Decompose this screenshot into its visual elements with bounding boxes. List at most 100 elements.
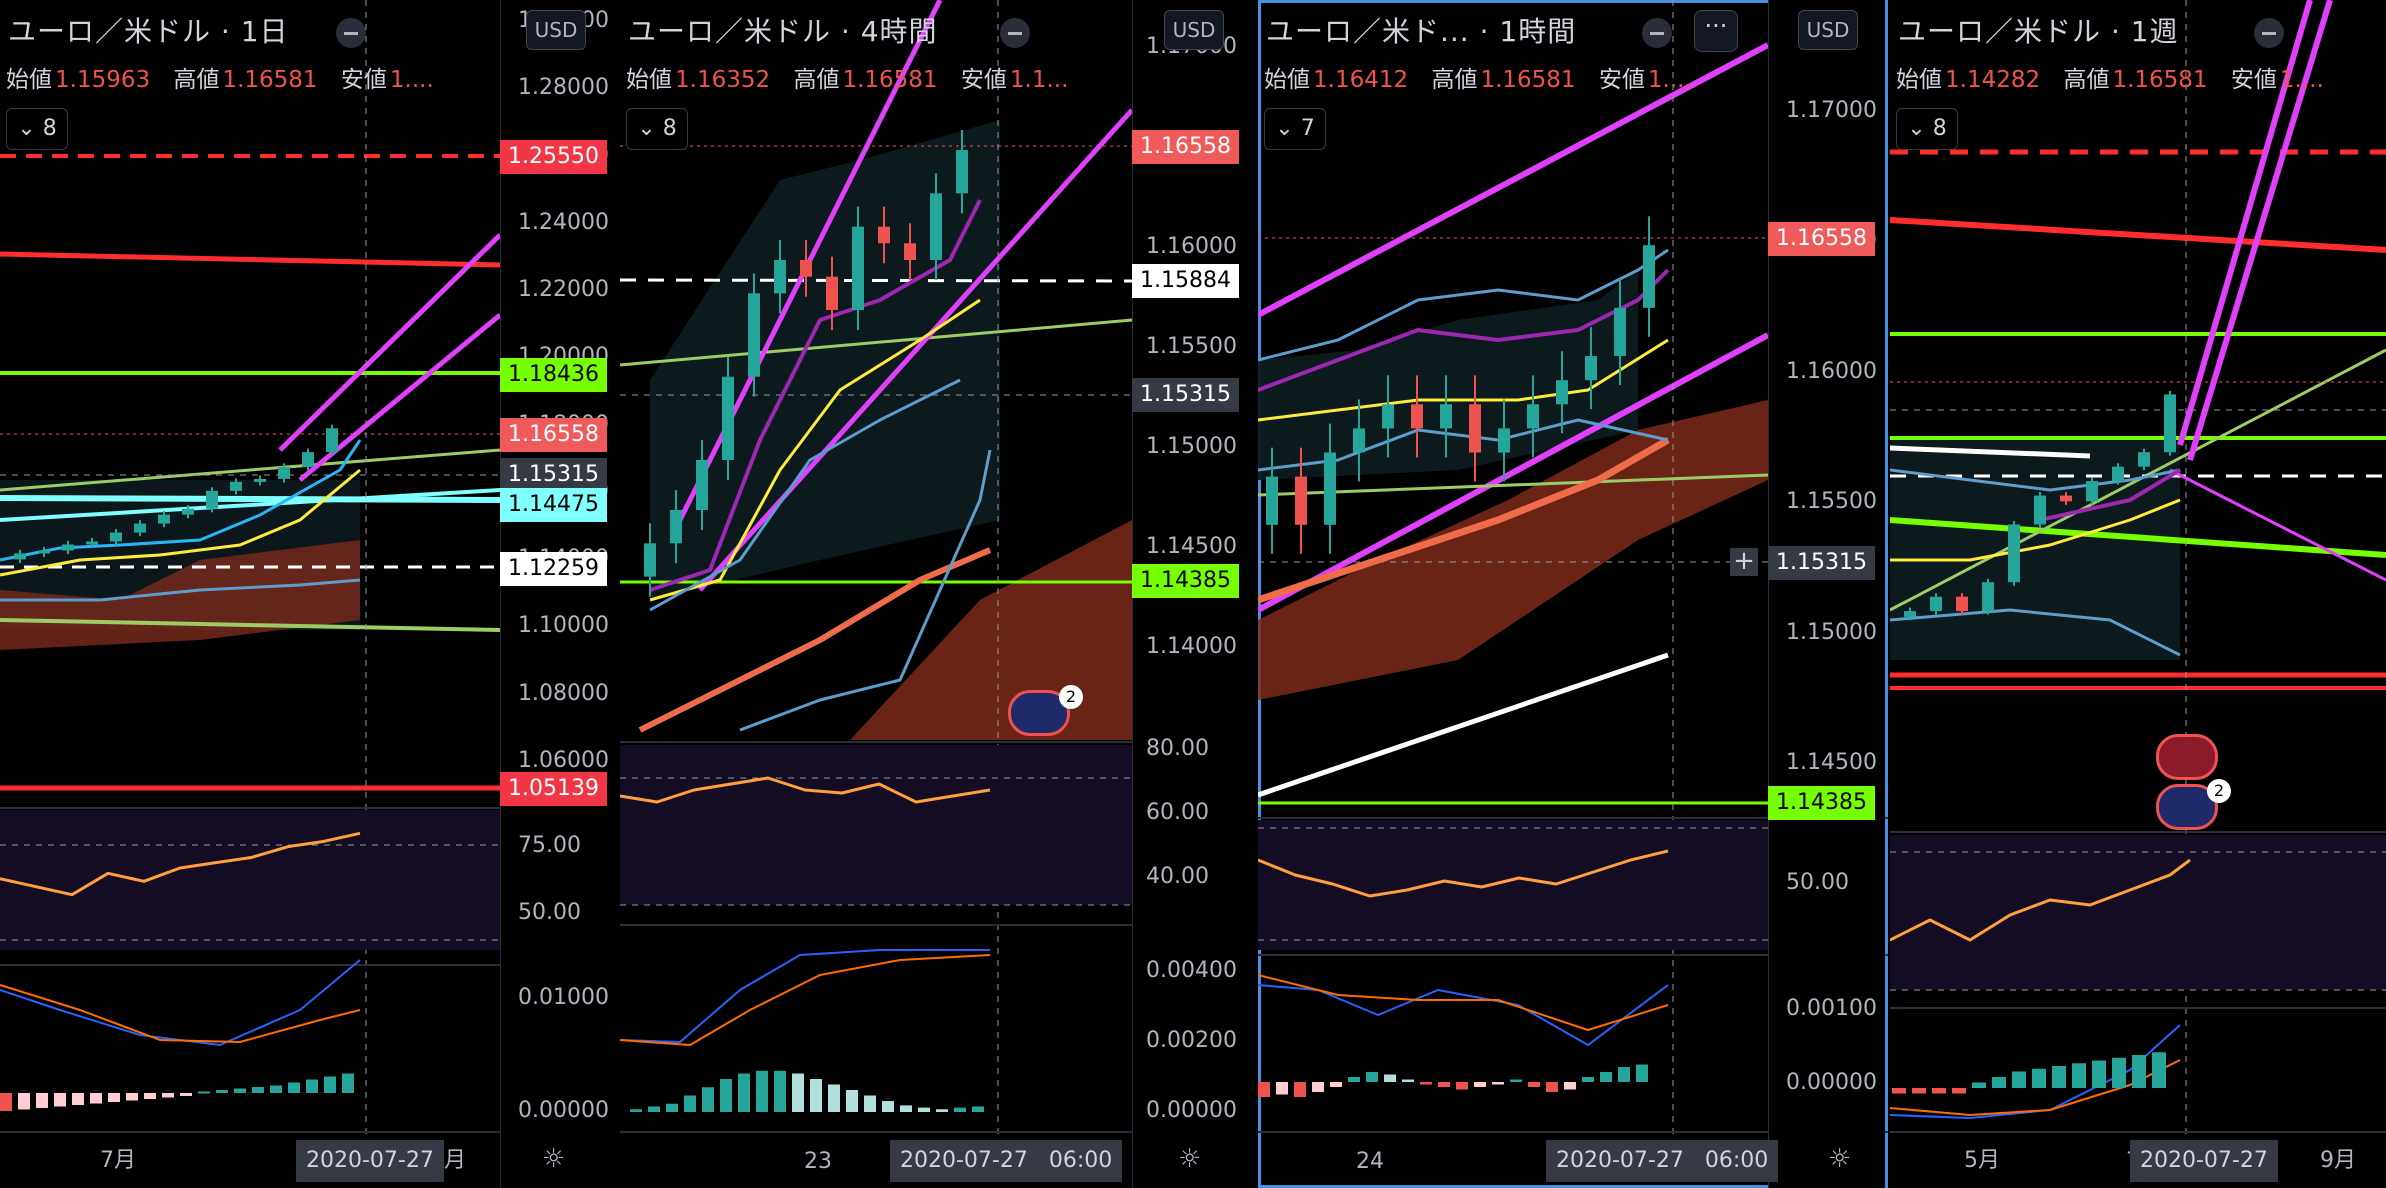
macd-histogram-bar <box>1618 1067 1630 1082</box>
chart-panel-1h[interactable]: ユーロ／米ド... · 1時間 ··· 始値 1.16412 高値 1.16581 … <box>1258 0 1888 1188</box>
chart-panel-4h[interactable]: ユーロ／米ドル · 4時間 始値 1.16352 高値 1.16581 安値 1.1.… <box>620 0 1258 1188</box>
add-alert-plus-icon[interactable]: + <box>1730 548 1758 576</box>
macd-histogram-bar <box>756 1070 768 1112</box>
price-tick: 1.15000 <box>1786 619 1877 645</box>
indicator-count-toggle[interactable]: ⌄ 8 <box>6 108 68 150</box>
chart-canvas[interactable] <box>1258 0 1888 1188</box>
symbol-title[interactable]: ユーロ／米ドル · 1週 <box>1898 15 2179 48</box>
macd-histogram-bar <box>1474 1082 1486 1087</box>
macd-histogram-bar <box>342 1073 354 1093</box>
candle <box>1324 452 1336 525</box>
support-line <box>1890 517 2386 558</box>
bollinger-band <box>0 439 362 562</box>
macd-histogram-bar <box>1564 1082 1576 1090</box>
hide-legend-icon[interactable] <box>336 18 366 48</box>
kumo-cloud <box>850 520 1132 740</box>
us-event-flag-icon[interactable] <box>2156 734 2218 780</box>
candle <box>110 532 122 542</box>
currency-button[interactable]: USD <box>526 10 586 50</box>
theme-sun-icon[interactable]: ☼ <box>542 1144 566 1174</box>
macd-histogram-bar <box>738 1073 750 1112</box>
chart-canvas[interactable] <box>1890 0 2386 1188</box>
open-value: 1.16352 <box>675 67 771 93</box>
indicator-count-toggle[interactable]: ⌄ 8 <box>1896 108 1958 150</box>
price-tick: 1.14500 <box>1146 534 1237 559</box>
oscillator-tick: 0.00000 <box>1146 1098 1237 1123</box>
symbol-title[interactable]: ユーロ／米ドル · 1日 <box>8 15 289 48</box>
channel-line <box>2187 0 2333 461</box>
chart-panel-weekly[interactable]: ユーロ／米ドル · 1週 始値 1.14282 高値 1.16581 安値 1....… <box>1890 0 2386 1188</box>
event-count-badge: 2 <box>2207 779 2231 803</box>
macd-histogram-bar <box>2092 1060 2106 1088</box>
hide-legend-icon[interactable] <box>1000 18 1030 48</box>
bollinger-band <box>649 378 961 612</box>
crosshair-time: 06:00 <box>1048 1148 1113 1173</box>
symbol-title[interactable]: ユーロ／米ド... · 1時間 <box>1266 15 1577 48</box>
candle <box>956 150 968 194</box>
hide-legend-icon[interactable] <box>1642 18 1672 48</box>
indicator-count-toggle[interactable]: ⌄ 7 <box>1264 108 1326 150</box>
theme-sun-icon[interactable]: ☼ <box>1178 1144 1202 1174</box>
price-tick: 1.28000 <box>518 75 609 101</box>
currency-button[interactable]: USD <box>1164 10 1224 50</box>
eu-event-flag-icon[interactable]: 2 <box>1008 685 1083 736</box>
indicator-count: 7 <box>1300 116 1315 141</box>
moving-average <box>1890 498 2181 562</box>
candle <box>2086 481 2098 502</box>
more-options-icon[interactable]: ··· <box>1694 10 1738 52</box>
macd-histogram-bar <box>54 1093 66 1107</box>
macd-histogram-bar <box>900 1105 912 1112</box>
macd-histogram-bar <box>1582 1077 1594 1082</box>
crosshair-date-label: 2020-07-27 <box>296 1140 444 1182</box>
chart-panel-daily[interactable]: ユーロ／米ドル · 1日 始値 1.15963 高値 1.16581 安値 1....… <box>0 0 618 1188</box>
indicator-count: 8 <box>42 116 57 141</box>
oscillator-tick: 75.00 <box>518 833 581 858</box>
bollinger-band <box>1890 468 2181 492</box>
rsi-line <box>1258 849 1669 898</box>
price-axis[interactable] <box>500 0 618 1188</box>
oscillator-tick: 0.00200 <box>1146 1028 1237 1053</box>
symbol-title[interactable]: ユーロ／米ドル · 4時間 <box>628 15 938 48</box>
candle <box>878 226 890 244</box>
high-label: 高値 <box>2063 67 2110 93</box>
macd-histogram-bar <box>0 1093 12 1111</box>
price-label: 1.15884 <box>1132 264 1239 298</box>
candle <box>38 550 50 554</box>
high-value: 1.16581 <box>222 67 318 93</box>
moving-average <box>0 468 361 577</box>
macd-histogram-bar <box>846 1090 858 1112</box>
rsi-pane-bg <box>1258 820 1768 950</box>
rsi-pane-bg <box>1890 835 2386 990</box>
crosshair-date: 2020-07-27 <box>1556 1148 1684 1173</box>
x-axis-label: 24 <box>1356 1149 1384 1174</box>
macd-histogram-bar <box>1952 1088 1966 1094</box>
price-label: 1.14475 <box>500 488 607 522</box>
currency-button[interactable]: USD <box>1798 10 1858 50</box>
macd-histogram-bar <box>324 1076 336 1093</box>
macd-histogram-bar <box>1972 1082 1986 1088</box>
hide-legend-icon[interactable] <box>2254 18 2284 48</box>
open-value: 1.15963 <box>55 67 151 93</box>
macd-histogram-bar <box>36 1093 48 1108</box>
price-tick: 1.15500 <box>1786 489 1877 515</box>
bollinger-band <box>0 578 361 602</box>
price-label: 1.25550 <box>500 140 607 174</box>
theme-sun-icon[interactable]: ☼ <box>1828 1144 1852 1174</box>
indicator-count-toggle[interactable]: ⌄ 8 <box>626 108 688 150</box>
candle <box>800 260 812 277</box>
candle <box>1956 596 1968 612</box>
crosshair-time: 06:00 <box>1704 1148 1769 1173</box>
macd-histogram-bar <box>1636 1064 1648 1082</box>
eu-event-flag-icon[interactable]: 2 <box>2156 779 2231 830</box>
chart-canvas[interactable] <box>0 0 618 1188</box>
channel-line <box>278 233 502 452</box>
candle <box>230 481 242 491</box>
macd-histogram-bar <box>1312 1082 1324 1092</box>
oscillator-tick: 40.00 <box>1146 864 1209 889</box>
candle <box>206 490 218 509</box>
macd-histogram-bar <box>2132 1055 2146 1088</box>
macd-line <box>620 949 990 1043</box>
macd-histogram-bar <box>2112 1057 2126 1088</box>
crosshair-date-label: 2020-07-27 <box>2130 1140 2278 1182</box>
price-axis[interactable] <box>1768 0 1885 1188</box>
